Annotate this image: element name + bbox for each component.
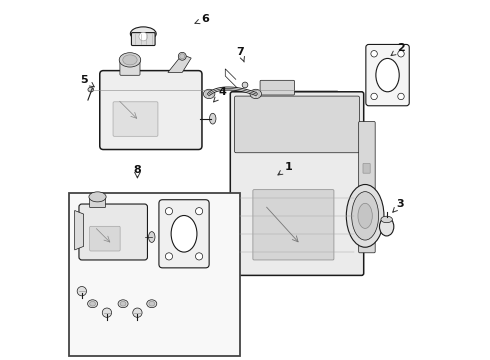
Circle shape — [180, 54, 185, 59]
Text: 1: 1 — [278, 162, 293, 175]
Text: 8: 8 — [134, 165, 141, 175]
Ellipse shape — [381, 216, 392, 223]
FancyBboxPatch shape — [90, 196, 105, 208]
FancyBboxPatch shape — [363, 192, 370, 202]
Circle shape — [398, 50, 404, 57]
FancyBboxPatch shape — [230, 92, 364, 275]
Ellipse shape — [90, 301, 96, 306]
FancyBboxPatch shape — [359, 122, 375, 253]
Ellipse shape — [123, 55, 137, 65]
Text: 3: 3 — [393, 199, 404, 212]
FancyBboxPatch shape — [253, 190, 334, 260]
Circle shape — [196, 253, 203, 260]
Circle shape — [139, 32, 147, 41]
Text: 4: 4 — [214, 87, 227, 102]
FancyBboxPatch shape — [90, 226, 120, 251]
Circle shape — [371, 93, 377, 100]
Ellipse shape — [379, 217, 394, 236]
Circle shape — [196, 208, 203, 215]
Circle shape — [166, 208, 172, 215]
FancyBboxPatch shape — [363, 163, 370, 173]
FancyBboxPatch shape — [113, 102, 158, 136]
Text: 2: 2 — [391, 43, 405, 55]
FancyBboxPatch shape — [159, 200, 209, 268]
FancyBboxPatch shape — [120, 59, 140, 75]
Ellipse shape — [147, 300, 157, 308]
Text: 7: 7 — [237, 46, 245, 62]
FancyBboxPatch shape — [79, 204, 147, 260]
FancyBboxPatch shape — [69, 193, 240, 356]
Ellipse shape — [210, 113, 216, 124]
Ellipse shape — [203, 89, 215, 99]
FancyBboxPatch shape — [366, 44, 409, 106]
Ellipse shape — [346, 184, 384, 247]
Ellipse shape — [148, 231, 155, 242]
Ellipse shape — [89, 192, 106, 202]
Ellipse shape — [118, 300, 128, 308]
FancyBboxPatch shape — [131, 33, 155, 45]
Circle shape — [371, 50, 377, 57]
Ellipse shape — [120, 301, 126, 306]
Circle shape — [166, 253, 172, 260]
Ellipse shape — [130, 27, 156, 41]
Ellipse shape — [88, 300, 98, 308]
Ellipse shape — [358, 203, 372, 228]
Ellipse shape — [178, 52, 186, 60]
Ellipse shape — [149, 301, 155, 306]
Ellipse shape — [88, 87, 94, 92]
Circle shape — [242, 82, 248, 88]
Ellipse shape — [119, 53, 141, 67]
Ellipse shape — [352, 192, 379, 240]
FancyBboxPatch shape — [100, 71, 202, 149]
FancyBboxPatch shape — [235, 96, 359, 153]
FancyBboxPatch shape — [363, 221, 370, 230]
Text: 6: 6 — [195, 14, 209, 24]
Polygon shape — [168, 54, 191, 72]
Circle shape — [77, 287, 87, 296]
Circle shape — [133, 308, 142, 318]
Ellipse shape — [250, 89, 262, 99]
Ellipse shape — [171, 216, 197, 252]
Text: 5: 5 — [80, 75, 94, 87]
Circle shape — [398, 93, 404, 100]
Polygon shape — [74, 211, 84, 250]
FancyBboxPatch shape — [260, 80, 294, 95]
Ellipse shape — [376, 58, 399, 92]
Circle shape — [102, 308, 112, 318]
